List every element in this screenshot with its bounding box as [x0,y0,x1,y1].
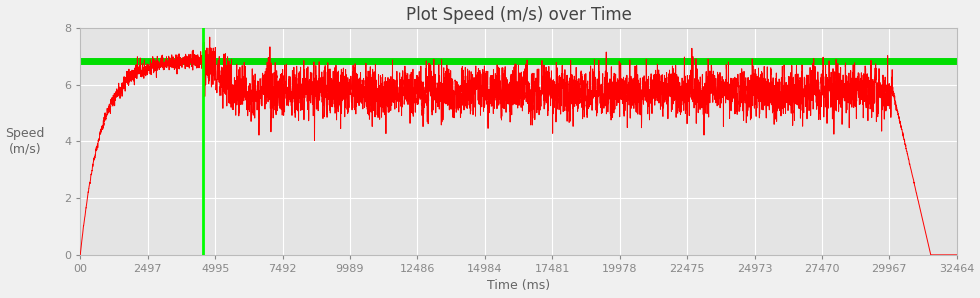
Title: Plot Speed (m/s) over Time: Plot Speed (m/s) over Time [406,6,631,24]
X-axis label: Time (ms): Time (ms) [487,280,550,292]
Y-axis label: Speed
(m/s): Speed (m/s) [6,127,45,155]
